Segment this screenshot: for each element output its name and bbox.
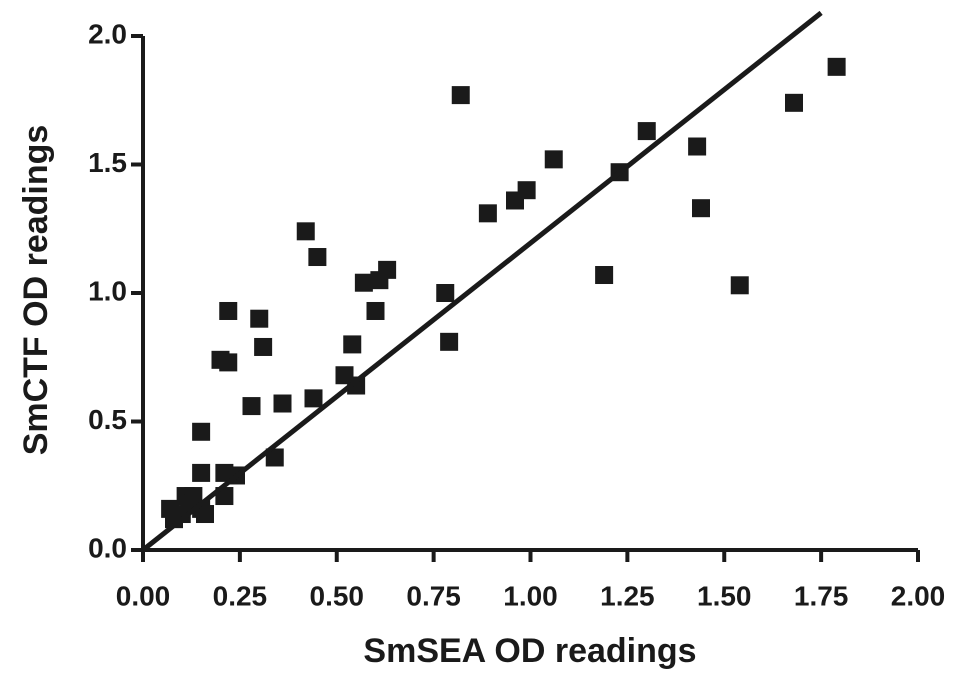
- point: [343, 335, 362, 354]
- x-tick-label: 2.00: [891, 580, 946, 611]
- point: [440, 332, 459, 351]
- y-tick-label: 1.0: [88, 275, 127, 306]
- point: [304, 389, 323, 408]
- x-axis-label: SmSEA OD readings: [363, 632, 696, 670]
- point: [827, 57, 846, 76]
- x-tick-label: 0.75: [406, 580, 461, 611]
- point: [192, 463, 211, 482]
- x-tick-label: 1.50: [697, 580, 752, 611]
- y-tick-label: 0.0: [88, 532, 127, 563]
- point: [219, 301, 238, 320]
- point: [273, 394, 292, 413]
- point: [436, 284, 455, 302]
- point: [192, 422, 211, 441]
- point: [308, 248, 327, 267]
- point: [296, 222, 315, 241]
- point: [785, 93, 803, 112]
- point: [215, 463, 234, 482]
- point: [366, 301, 385, 320]
- point: [265, 448, 284, 467]
- y-axis-label: SmCTF OD readings: [17, 125, 55, 456]
- point: [196, 505, 214, 524]
- point: [544, 150, 563, 169]
- x-tick-label: 1.25: [600, 580, 655, 611]
- point: [478, 204, 497, 223]
- y-tick-label: 1.5: [88, 147, 127, 178]
- point: [595, 266, 614, 285]
- x-tick-label: 1.00: [503, 580, 558, 611]
- point: [219, 353, 238, 372]
- point: [451, 86, 470, 105]
- x-tick-label: 0.25: [213, 580, 268, 611]
- point: [730, 276, 749, 295]
- fit-line: [141, 10, 823, 552]
- point: [637, 122, 656, 141]
- point: [250, 309, 269, 328]
- x-tick-label: 0.00: [116, 580, 171, 611]
- point: [242, 397, 261, 416]
- x-tick-label: 0.50: [310, 580, 365, 611]
- x-tick-label: 1.75: [794, 580, 849, 611]
- point: [370, 271, 389, 290]
- point: [354, 273, 373, 292]
- point: [347, 376, 366, 395]
- point: [254, 337, 273, 356]
- point: [688, 137, 707, 156]
- point: [517, 181, 536, 200]
- y-tick-label: 2.0: [88, 18, 127, 49]
- point: [692, 199, 710, 218]
- y-tick-label: 0.5: [88, 404, 127, 435]
